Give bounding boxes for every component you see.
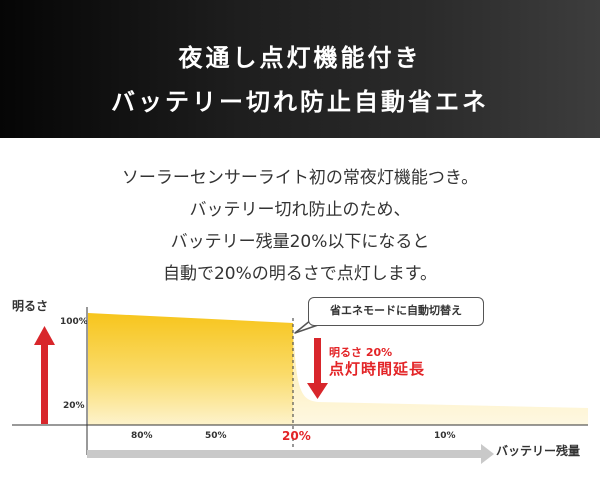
eco-mode-callout: 省エネモードに自動切替え bbox=[308, 297, 484, 326]
reduction-arrow-shaft bbox=[314, 338, 321, 385]
x-tick-50: 50% bbox=[205, 431, 227, 441]
brightness-area-eco bbox=[293, 323, 588, 425]
header-banner: 夜通し点灯機能付き バッテリー切れ防止自動省エネ bbox=[0, 0, 600, 138]
description-line-2: バッテリー切れ防止のため、 bbox=[189, 200, 411, 220]
y-axis-label: 明るさ bbox=[12, 299, 49, 313]
description-text: ソーラーセンサーライト初の常夜灯機能つき。 バッテリー切れ防止のため、 バッテリ… bbox=[0, 162, 600, 290]
banner-title-line-2: バッテリー切れ防止自動省エネ bbox=[111, 88, 489, 116]
reduction-arrow-head bbox=[307, 383, 328, 399]
description-line-4: 自動で20%の明るさで点灯します。 bbox=[162, 264, 438, 284]
banner-title-line-1: 夜通し点灯機能付き bbox=[178, 44, 422, 72]
battery-arrow-head bbox=[481, 444, 494, 464]
x-tick-80: 80% bbox=[131, 431, 153, 441]
y-tick-100: 100% bbox=[60, 317, 88, 327]
description-line-1: ソーラーセンサーライト初の常夜灯機能つき。 bbox=[121, 168, 479, 188]
x-tick-20: 20% bbox=[282, 429, 311, 443]
brightness-arrow-head bbox=[34, 326, 55, 345]
x-tick-10: 10% bbox=[434, 431, 456, 441]
brightness-arrow-shaft bbox=[41, 342, 48, 424]
x-axis-label: バッテリー残量 bbox=[496, 444, 581, 458]
battery-arrow-shaft bbox=[87, 450, 481, 458]
y-tick-20: 20% bbox=[63, 401, 85, 411]
description-line-3: バッテリー残量20%以下になると bbox=[170, 232, 430, 252]
brightness-area-normal bbox=[88, 313, 293, 425]
brightness-20-note: 明るさ 20% bbox=[329, 346, 393, 359]
extended-lighting-note: 点灯時間延長 bbox=[329, 360, 426, 378]
